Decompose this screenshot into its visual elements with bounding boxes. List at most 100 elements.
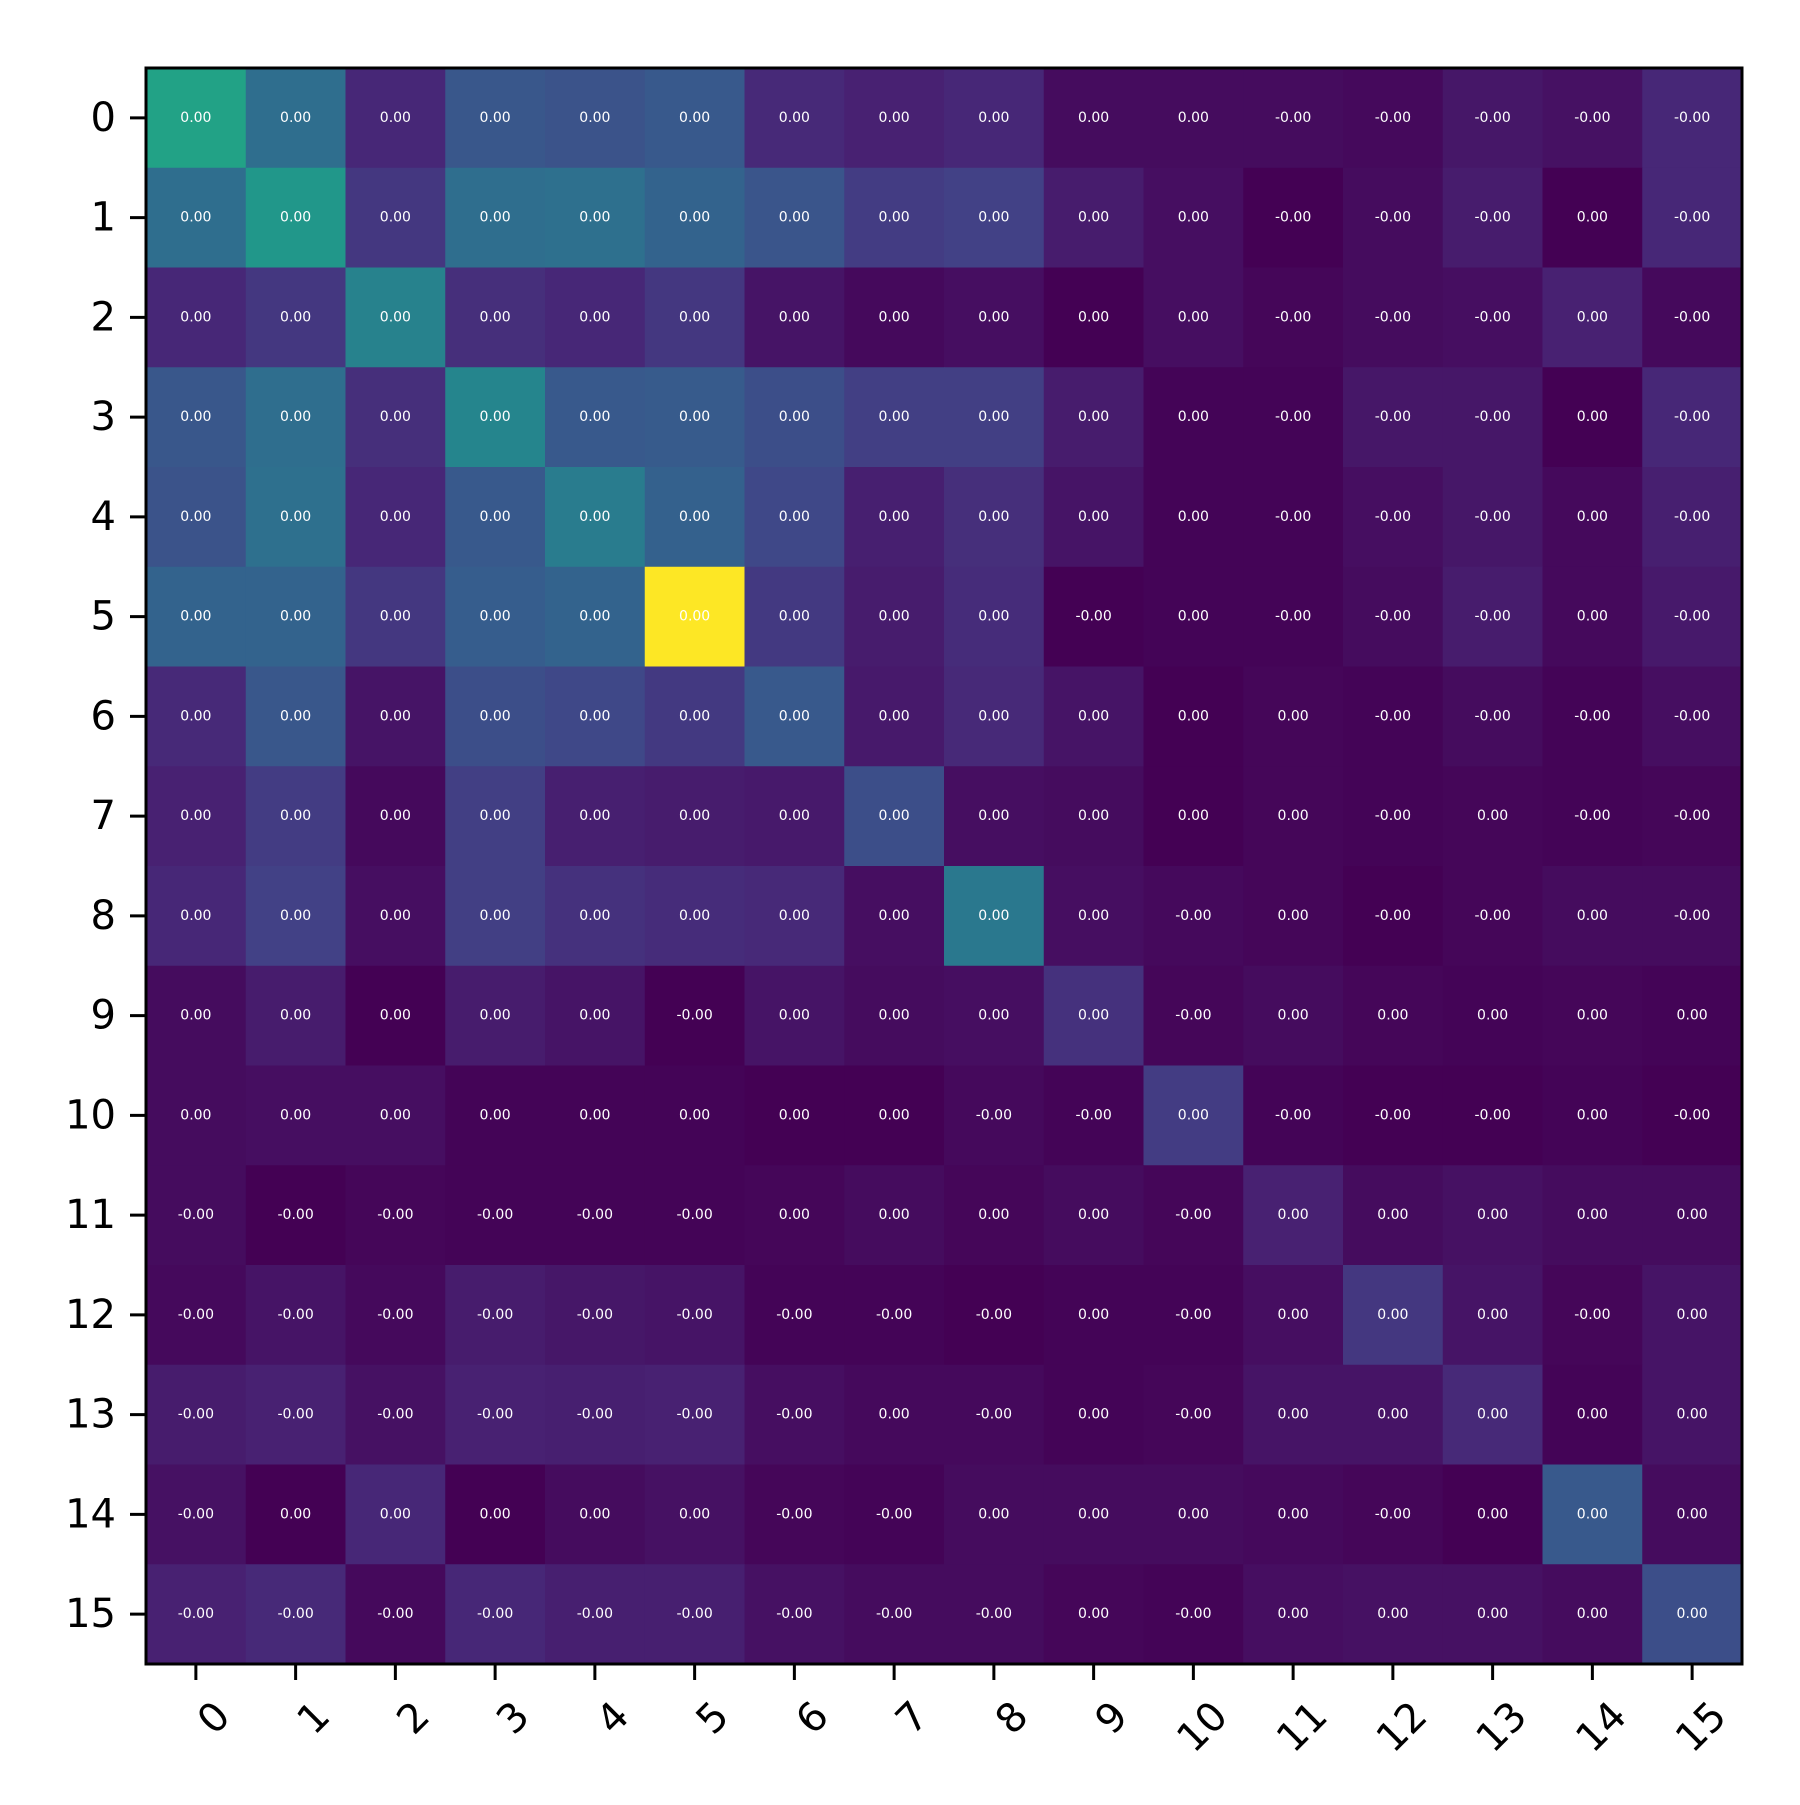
heatmap-cell-13-4 [545,1364,646,1466]
cell-label-14-11: 0.00 [1278,1506,1309,1522]
heatmap-cell-0-10 [1143,68,1244,169]
heatmap-cell-0-13 [1442,68,1544,169]
heatmap-cell-13-13 [1442,1364,1544,1466]
cell-label-0-1: 0.00 [280,110,311,126]
heatmap-cell-12-9 [1043,1265,1145,1366]
heatmap-cell-14-1 [245,1464,347,1565]
heatmap-cell-8-13 [1442,866,1544,967]
cell-label-13-6: -0.00 [776,1407,812,1423]
y-tick-label-13: 13 [65,1392,116,1438]
heatmap-cell-3-12 [1343,367,1444,468]
cell-label-12-2: -0.00 [377,1307,413,1323]
cell-label-2-13: -0.00 [1475,309,1511,325]
cell-label-15-3: -0.00 [477,1606,513,1622]
cell-label-7-13: 0.00 [1477,808,1508,824]
heatmap-cell-0-6 [744,68,845,169]
heatmap-cell-3-4 [545,367,646,468]
cell-label-14-9: 0.00 [1078,1506,1109,1522]
cell-label-11-14: 0.00 [1577,1207,1608,1223]
heatmap-cell-9-6 [744,965,845,1067]
y-tick-label-3: 3 [91,394,116,440]
heatmap-cell-8-2 [345,866,446,967]
cell-label-5-11: -0.00 [1275,609,1311,625]
x-tick-label-1: 1 [289,1693,340,1744]
cell-label-1-3: 0.00 [480,210,511,226]
cell-label-9-11: 0.00 [1278,1008,1309,1024]
cell-label-10-7: 0.00 [879,1107,910,1123]
cell-label-10-10: 0.00 [1178,1107,1209,1123]
cell-label-6-14: -0.00 [1574,708,1610,724]
heatmap-cell-4-6 [744,467,845,568]
cell-label-15-8: -0.00 [976,1606,1012,1622]
heatmap-cell-10-12 [1343,1065,1444,1166]
cell-label-7-6: 0.00 [779,808,810,824]
cell-label-2-6: 0.00 [779,309,810,325]
heatmap-cell-5-15 [1642,566,1743,668]
heatmap-cell-11-14 [1542,1165,1643,1266]
heatmap-cell-6-12 [1343,666,1444,767]
cell-label-0-0: 0.00 [180,110,211,126]
heatmap-cell-10-13 [1442,1065,1544,1166]
cell-label-9-5: -0.00 [677,1008,713,1024]
cell-label-13-2: -0.00 [377,1407,413,1423]
heatmap-cell-6-7 [844,666,945,767]
cell-label-7-1: 0.00 [280,808,311,824]
heatmap-cell-6-4 [545,666,646,767]
heatmap-cell-2-13 [1442,267,1544,368]
heatmap-cell-14-3 [445,1464,546,1565]
heatmap-cell-7-8 [944,766,1045,867]
heatmap-cell-6-2 [345,666,446,767]
heatmap-cell-10-11 [1243,1065,1344,1166]
heatmap-cell-13-1 [245,1364,347,1466]
cell-label-4-2: 0.00 [380,509,411,525]
cell-label-14-15: 0.00 [1677,1506,1708,1522]
heatmap-cell-7-9 [1043,766,1145,867]
cell-label-12-12: 0.00 [1377,1307,1408,1323]
heatmap-cell-2-1 [245,267,347,368]
cell-label-8-2: 0.00 [380,908,411,924]
heatmap-cell-5-14 [1542,566,1643,668]
cell-label-8-12: -0.00 [1375,908,1411,924]
heatmap-cell-12-13 [1442,1265,1544,1366]
heatmap-cell-1-1 [245,167,347,269]
cell-label-15-4: -0.00 [577,1606,613,1622]
heatmap-cell-11-12 [1343,1165,1444,1266]
heatmap-cell-12-14 [1542,1265,1643,1366]
cell-label-4-14: 0.00 [1577,509,1608,525]
heatmap-cell-1-3 [445,167,546,269]
cell-label-12-7: -0.00 [876,1307,912,1323]
heatmap-cell-3-6 [744,367,845,468]
heatmap-cell-15-8 [944,1564,1045,1665]
cell-label-6-4: 0.00 [579,708,610,724]
y-tick-label-5: 5 [91,594,116,640]
heatmap-cell-15-12 [1343,1564,1444,1665]
cell-label-8-1: 0.00 [280,908,311,924]
cell-label-15-15: 0.00 [1677,1606,1708,1622]
heatmap-cell-14-9 [1043,1464,1145,1565]
cell-label-10-6: 0.00 [779,1107,810,1123]
cell-label-8-7: 0.00 [879,908,910,924]
cell-label-10-11: -0.00 [1275,1107,1311,1123]
heatmap-cell-1-4 [545,167,646,269]
heatmap-cell-5-2 [345,566,446,668]
x-tick-label-3: 3 [488,1693,539,1744]
heatmap-cell-7-6 [744,766,845,867]
cell-label-4-8: 0.00 [978,509,1009,525]
cell-label-13-5: -0.00 [677,1407,713,1423]
heatmap-cell-8-11 [1243,866,1344,967]
cell-label-7-5: 0.00 [679,808,710,824]
cell-label-7-9: 0.00 [1078,808,1109,824]
cell-label-5-6: 0.00 [779,609,810,625]
heatmap-cell-3-8 [944,367,1045,468]
x-tick-label-4: 4 [588,1693,639,1744]
heatmap-cell-13-8 [944,1364,1045,1466]
heatmap-cell-2-8 [944,267,1045,368]
plot-frame [144,66,1744,1666]
heatmap-cell-5-5 [644,566,746,668]
cell-label-2-9: 0.00 [1078,309,1109,325]
heatmap-cell-3-7 [844,367,945,468]
heatmap-cell-4-7 [844,467,945,568]
cell-label-12-4: -0.00 [577,1307,613,1323]
heatmap-cell-0-14 [1542,68,1643,169]
